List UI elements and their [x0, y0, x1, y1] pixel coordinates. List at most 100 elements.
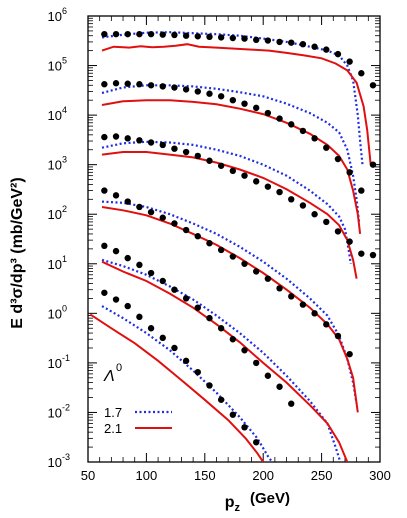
data-point [171, 286, 178, 293]
data-point [171, 220, 178, 227]
data-point [346, 169, 353, 176]
data-point [276, 383, 283, 390]
x-axis-label: pz (GeV) [225, 490, 290, 514]
data-point [252, 268, 260, 275]
data-point [101, 133, 108, 141]
legend: 1.7 2.1 [104, 405, 172, 436]
data-point [147, 208, 155, 216]
data-point [229, 253, 237, 260]
curve-2.1-2 [101, 151, 358, 279]
data-point [206, 33, 213, 41]
x-axis-label-main: pz [225, 494, 241, 514]
y-tick-label: 10 4 [48, 105, 67, 123]
data-point [112, 30, 120, 38]
y-tick-label-exp: 2 [62, 204, 67, 214]
plot-frame-rect [87, 15, 381, 463]
data-point [182, 226, 190, 234]
data-point [124, 30, 131, 38]
data-point [346, 238, 353, 245]
data-point [323, 46, 330, 53]
data-point [112, 192, 120, 199]
curve-2.1-1 [101, 99, 362, 235]
data-point [369, 161, 377, 168]
data-point [171, 145, 178, 152]
data-point [147, 269, 155, 277]
data-point [311, 135, 318, 142]
data-point [369, 251, 377, 259]
data-point [369, 82, 377, 89]
x-tick-label: 150 [194, 468, 216, 483]
y-tick-label-base: 10 [48, 207, 62, 222]
curve-1.7-1 [101, 84, 361, 223]
data-point [229, 336, 237, 343]
data-point [252, 104, 260, 112]
data-point [252, 439, 260, 446]
data-point [101, 242, 108, 250]
y-tick-label-exp: 3 [62, 155, 67, 165]
data-point [241, 260, 248, 267]
data-point [217, 93, 225, 100]
data-point [194, 233, 201, 240]
data-point [147, 139, 155, 146]
data-point [346, 350, 353, 358]
data-point [206, 157, 213, 164]
data-point [194, 368, 201, 376]
data-point [182, 86, 190, 93]
data-point [264, 183, 272, 190]
y-tick-label-exp: -1 [62, 353, 70, 363]
x-axis-label-p: p [225, 494, 235, 511]
data-point [276, 285, 283, 292]
data-point [171, 31, 178, 39]
data-point [171, 84, 178, 91]
data-point [264, 109, 272, 117]
data-point [217, 396, 225, 403]
series-layer [89, 31, 372, 462]
y-tick-label-exp: 0 [62, 303, 67, 313]
data-point [311, 211, 318, 218]
data-point [182, 357, 190, 365]
data-point [311, 43, 318, 50]
y-tick-label: 10 -1 [48, 353, 70, 371]
data-point [124, 254, 131, 262]
data-point [299, 40, 307, 48]
y-axis-label: E d³σ/dp³ (mb/GeV²) [9, 177, 26, 328]
data-point [358, 187, 365, 194]
y-tick-label-base: 10 [48, 158, 62, 173]
data-point [288, 293, 295, 300]
y-tick-label-exp: 5 [62, 56, 67, 66]
data-point [288, 39, 295, 46]
data-point [299, 301, 307, 308]
data-point [182, 295, 190, 302]
y-tick-label-exp: 6 [62, 6, 67, 16]
curve-2.1-5 [89, 313, 265, 462]
data-point [346, 58, 353, 65]
y-tick-label: 10 1 [48, 254, 67, 272]
data-point [334, 228, 342, 235]
data-point [311, 310, 318, 317]
data-point [323, 218, 330, 226]
y-tick-label: 10 -2 [48, 402, 70, 420]
data-point [206, 314, 213, 322]
data-point [334, 332, 342, 340]
data-point [194, 152, 201, 160]
data-point [229, 411, 237, 418]
data-point [182, 148, 190, 156]
x-tick-label: 250 [311, 468, 333, 483]
data-point [124, 135, 131, 142]
y-tick-label-base: 10 [48, 257, 62, 272]
data-point [264, 37, 272, 44]
data-point [112, 247, 120, 255]
y-tick-label: 10 6 [48, 6, 67, 24]
curve-2.1-3 [101, 206, 359, 413]
data-point [241, 424, 248, 431]
data-point [194, 88, 201, 95]
y-tick-label-base: 10 [48, 9, 62, 24]
data-point [241, 100, 248, 107]
curve-2.1-0 [101, 43, 372, 165]
data-point [264, 275, 272, 282]
y-tick-label: 10 -3 [48, 452, 70, 470]
x-axis-label-sub: z [235, 502, 241, 514]
data-point [206, 90, 213, 97]
